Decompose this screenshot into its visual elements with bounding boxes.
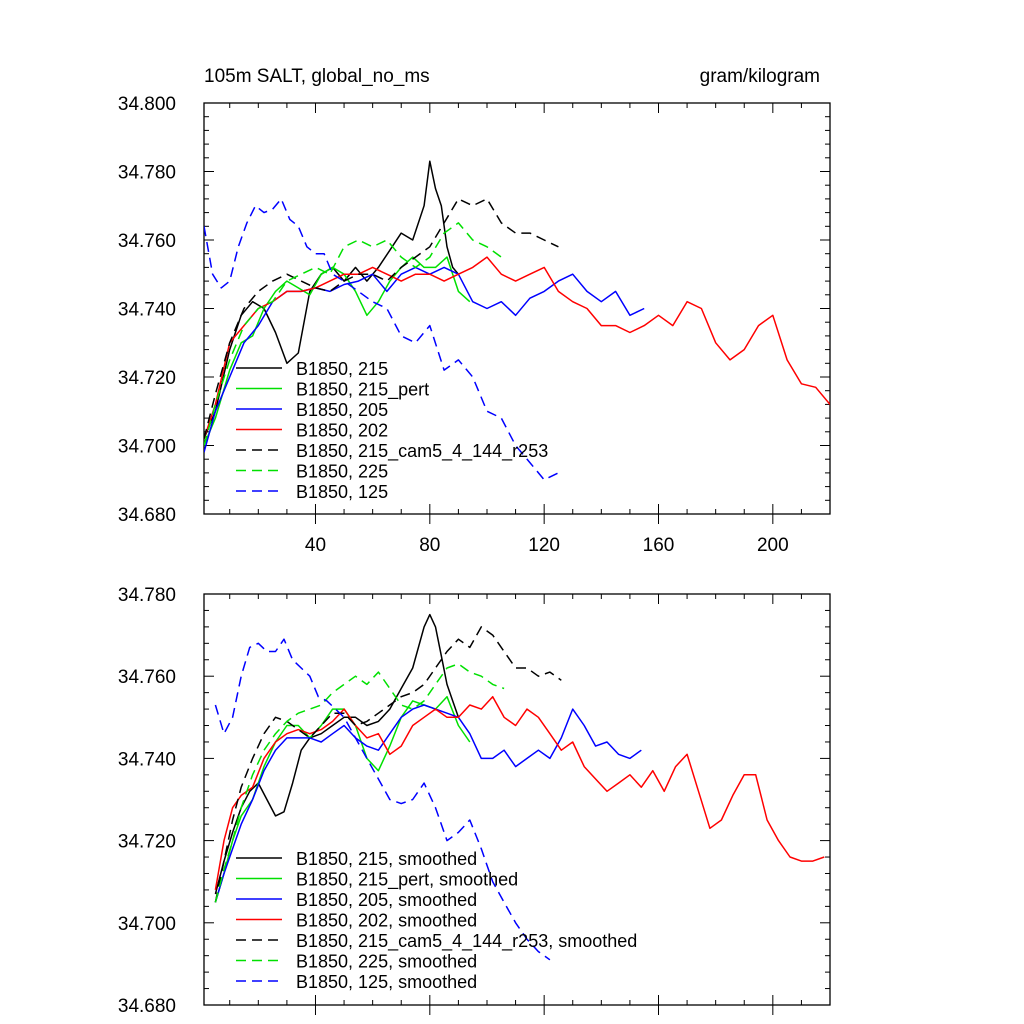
series-line-1 [204,256,471,446]
series-line-6 [204,198,559,481]
legend-label-5: B1850, 225 [296,462,388,482]
legend-label-1: B1850, 215_pert, smoothed [296,870,518,891]
top-panel: 105m SALT, global_no_ms gram/kilogram 40… [118,66,831,556]
y-tick-label: 34.760 [118,667,176,688]
series-line-6 [214,638,551,961]
series-line-4 [214,626,562,903]
legend-label-1: B1850, 215_pert [296,380,429,401]
x-tick-label: 200 [757,535,789,556]
y-tick-label: 34.740 [118,300,176,321]
y-tick-label: 34.720 [118,368,176,389]
legend-label-0: B1850, 215, smoothed [296,849,477,869]
y-tick-label: 34.700 [118,437,176,458]
series-line-2 [204,266,645,453]
y-tick-label: 34.760 [118,231,176,252]
series-line-3 [204,256,830,439]
x-tick-label: 80 [419,535,440,556]
series-group [214,613,825,961]
y-tick-label: 34.680 [118,996,176,1017]
y-tick-label: 34.780 [118,585,176,606]
y-tick-label: 34.720 [118,832,176,853]
x-tick-label: 120 [528,535,560,556]
series-line-0 [214,613,460,895]
series-line-2 [214,704,642,903]
top-title-right: gram/kilogram [700,66,820,87]
series-group [204,160,830,481]
y-tick-label: 34.680 [118,505,176,526]
legend-label-0: B1850, 215 [296,359,388,379]
series-line-5 [214,663,505,903]
x-tick-label: 40 [305,535,326,556]
legend-label-4: B1850, 215_cam5_4_144_r253, smoothed [296,931,637,952]
y-tick-label: 34.740 [118,749,176,770]
bottom-panel: 34.680 34.700 34.720 34.740 34.760 34.780 B185… [118,585,831,1017]
series-line-4 [204,198,559,439]
legend-label-2: B1850, 205, smoothed [296,890,477,910]
legend-label-3: B1850, 202 [296,421,388,441]
top-title-left: 105m SALT, global_no_ms [204,66,430,87]
x-tick-label: 160 [643,535,675,556]
legend-label-5: B1850, 225, smoothed [296,952,477,972]
legend-label-6: B1850, 125, smoothed [296,972,477,992]
legend-label-4: B1850, 215_cam5_4_144_r253 [296,441,548,462]
y-tick-label: 34.700 [118,914,176,935]
series-line-3 [214,695,825,891]
series-line-5 [204,222,502,446]
legend-label-3: B1850, 202, smoothed [296,911,477,931]
plot-frame [203,593,831,1006]
legend-label-6: B1850, 125 [296,482,388,502]
y-tick-label: 34.780 [118,163,176,184]
legend-label-2: B1850, 205 [296,400,388,420]
y-tick-label: 34.800 [118,94,176,115]
